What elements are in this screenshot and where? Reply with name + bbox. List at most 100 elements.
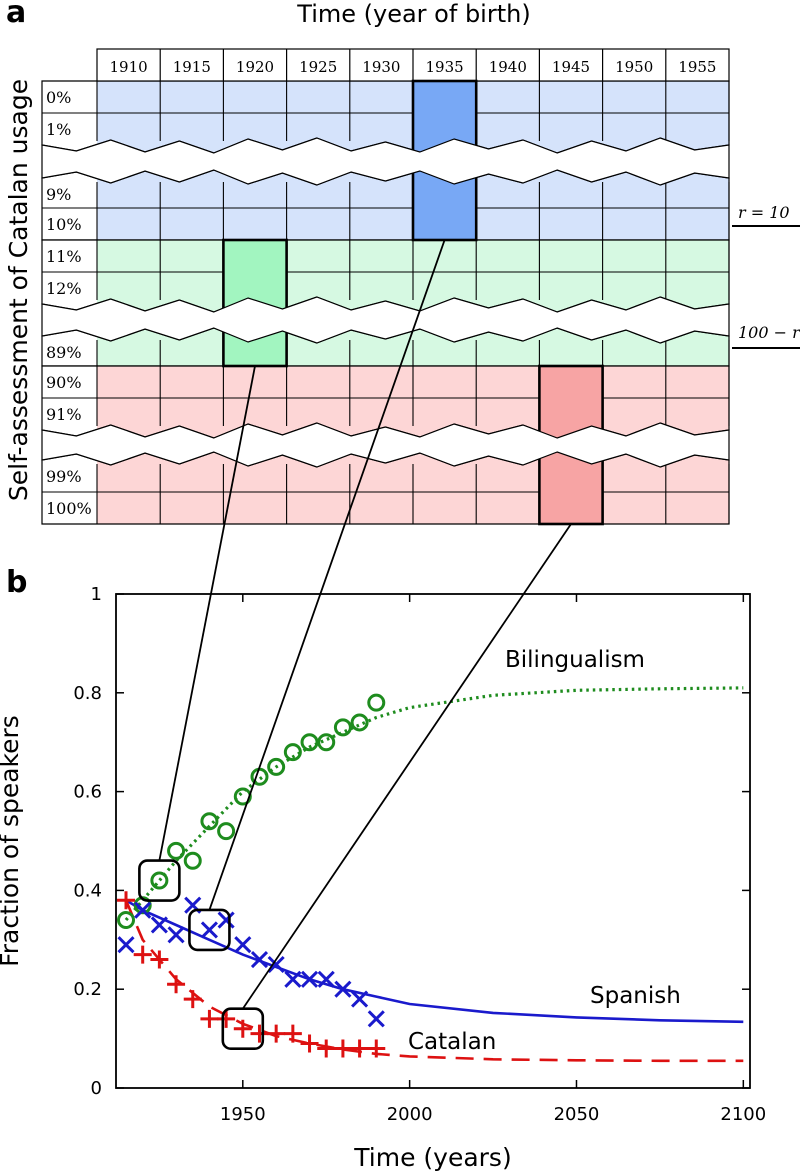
marker-spanish (300, 970, 319, 988)
year-label-1925: 1925 (299, 58, 337, 76)
connector-line (242, 523, 572, 1010)
marker-spanish (284, 970, 302, 988)
marker-catalan (283, 1024, 302, 1043)
marker-catalan (350, 1039, 369, 1058)
y-tick-label: 0.4 (73, 880, 102, 901)
band-gap (41, 137, 730, 186)
year-label-1930: 1930 (362, 58, 400, 76)
highlight-box-spanish (188, 908, 231, 952)
row-label: 89% (46, 343, 82, 362)
threshold-high-label: 100 − r (738, 323, 800, 342)
marker-spanish (167, 926, 185, 944)
marker-bilingualism (350, 713, 369, 732)
highlight-box-bilingualism (138, 859, 181, 902)
row-label: 10% (46, 215, 82, 234)
row-label: 0% (46, 88, 71, 107)
marker-catalan (333, 1039, 352, 1058)
row-label: 99% (46, 467, 82, 486)
marker-bilingualism (317, 733, 336, 752)
marker-catalan (183, 990, 202, 1009)
marker-catalan (133, 945, 152, 964)
row-label: 1% (46, 120, 71, 139)
band-gap (41, 296, 730, 344)
threshold-low-label: r = 10 (738, 203, 790, 222)
marker-catalan (367, 1039, 386, 1058)
row-label: 12% (46, 279, 82, 298)
row-label: 91% (46, 405, 82, 424)
marker-spanish (117, 936, 135, 954)
marker-spanish (267, 955, 285, 974)
year-label-1940: 1940 (489, 58, 527, 76)
x-tick-label: 2050 (554, 1104, 600, 1125)
marker-spanish (250, 950, 269, 969)
marker-spanish (134, 901, 152, 919)
marker-bilingualism (117, 911, 136, 930)
marker-spanish (200, 921, 218, 939)
year-label-1910: 1910 (110, 58, 148, 76)
y-tick-label: 0 (91, 1078, 102, 1099)
marker-catalan (267, 1024, 286, 1043)
y-tick-label: 1 (91, 584, 102, 605)
marker-spanish (317, 970, 335, 988)
y-tick-label: 0.6 (73, 782, 102, 803)
y-tick-label: 0.2 (73, 979, 102, 1000)
marker-catalan (300, 1034, 319, 1053)
highlight-box-catalan (221, 1007, 265, 1051)
year-labels: 1910 1915 1920 1925 1930 1935 1940 1945 1950 1955 (96, 48, 730, 82)
marker-bilingualism (183, 851, 202, 870)
marker-catalan (150, 950, 169, 969)
x-tick-label: 2100 (720, 1104, 766, 1125)
row-label: 9% (46, 185, 71, 204)
year-label-1920: 1920 (236, 58, 274, 76)
marker-bilingualism (167, 841, 186, 860)
marker-catalan (250, 1024, 269, 1043)
row-label: 11% (46, 247, 82, 266)
marker-catalan (233, 1019, 252, 1038)
connector-lines (138, 239, 572, 1051)
marker-spanish (367, 1010, 385, 1028)
marker-bilingualism (150, 871, 169, 890)
connector-line (158, 365, 256, 861)
axes: 1950 2000 2050 2100 0 0.2 0.4 0.6 0.8 1 (73, 584, 766, 1125)
row-label: 90% (46, 373, 82, 392)
data-markers (117, 693, 386, 1058)
marker-spanish (334, 980, 352, 998)
row-labels: 0% 1% 9% 10% 11% 12% 89% 90% 91% 99% 100% (46, 88, 92, 518)
series-label-spanish: Spanish (590, 983, 681, 1009)
series-label-bilingualism: Bilingualism (505, 647, 645, 673)
marker-spanish (351, 990, 369, 1008)
year-label-1945: 1945 (552, 58, 590, 76)
connector-line (208, 239, 446, 911)
year-label-1950: 1950 (615, 58, 653, 76)
band-gap (41, 422, 730, 468)
year-label-1915: 1915 (173, 58, 211, 76)
panel-b-label: b (6, 565, 27, 600)
x-tick-label: 2000 (387, 1104, 433, 1125)
row-label: 100% (46, 499, 92, 518)
series-label-catalan: Catalan (408, 1029, 496, 1055)
y-tick-label: 0.8 (73, 683, 102, 704)
marker-catalan (217, 1009, 236, 1028)
year-label-1955: 1955 (678, 58, 716, 76)
marker-catalan (117, 891, 136, 910)
marker-bilingualism (267, 757, 286, 776)
x-axis-label: Time (years) (353, 1143, 511, 1172)
marker-bilingualism (217, 822, 236, 841)
marker-catalan (317, 1039, 336, 1058)
panel-a-label: a (6, 0, 26, 30)
marker-bilingualism (283, 743, 302, 762)
y-axis-label: Fraction of speakers (0, 715, 24, 967)
marker-bilingualism (367, 693, 386, 712)
marker-catalan (167, 975, 186, 994)
panel-a-title: Time (year of birth) (296, 0, 530, 28)
year-label-1935: 1935 (426, 58, 464, 76)
marker-bilingualism (200, 812, 219, 831)
marker-catalan (200, 1009, 219, 1028)
marker-bilingualism (233, 787, 252, 806)
marker-bilingualism (300, 733, 319, 752)
panel-a-ylabel: Self-assessment of Catalan usage (4, 79, 33, 501)
marker-spanish (217, 911, 235, 929)
marker-bilingualism (333, 718, 352, 737)
plot-frame (115, 593, 751, 1089)
